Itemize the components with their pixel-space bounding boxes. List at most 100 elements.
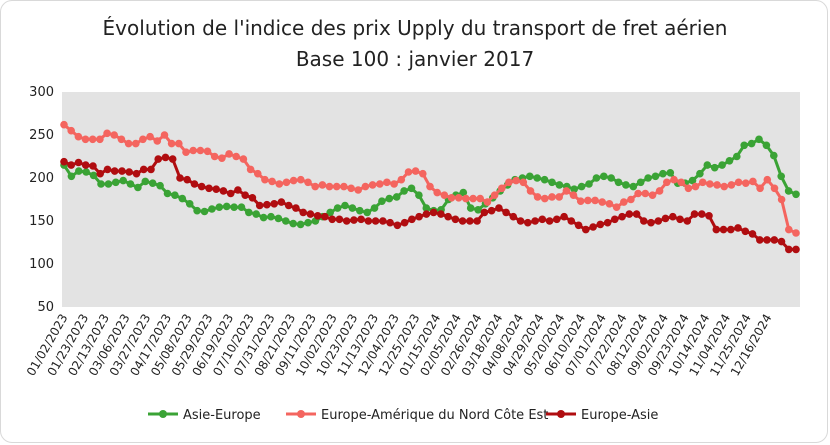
data-point — [341, 201, 349, 210]
data-point — [669, 212, 677, 221]
data-point — [480, 208, 489, 217]
data-point — [770, 236, 779, 244]
data-point — [132, 139, 140, 148]
data-point — [124, 139, 133, 148]
data-point — [161, 153, 170, 162]
data-point — [725, 157, 734, 165]
data-point — [555, 193, 563, 201]
series-group — [60, 120, 800, 254]
data-point — [332, 182, 341, 191]
data-point — [132, 169, 141, 178]
data-point — [361, 182, 370, 191]
data-point — [562, 187, 571, 195]
data-point — [304, 178, 312, 187]
data-point — [487, 206, 496, 215]
data-point — [67, 172, 76, 181]
data-point — [245, 208, 253, 217]
data-point — [74, 132, 83, 141]
data-point — [741, 227, 750, 236]
data-point — [474, 206, 482, 214]
data-point — [629, 182, 638, 191]
data-point — [612, 203, 621, 211]
data-point — [502, 208, 510, 217]
data-point — [591, 196, 599, 205]
data-point — [670, 175, 678, 184]
data-point — [498, 184, 506, 193]
data-point — [509, 212, 518, 221]
data-point — [208, 205, 216, 213]
data-point — [763, 236, 771, 244]
data-point — [666, 169, 675, 177]
data-point — [60, 120, 68, 129]
data-point — [277, 198, 286, 206]
data-point — [620, 198, 628, 206]
data-point — [408, 215, 416, 224]
data-point — [570, 185, 578, 193]
data-point — [644, 174, 652, 182]
data-point — [385, 194, 394, 203]
data-point — [596, 220, 605, 229]
data-point — [392, 193, 401, 201]
y-tick-label: 250 — [29, 128, 54, 143]
data-point — [422, 210, 431, 218]
data-point — [248, 194, 257, 202]
data-point — [526, 187, 535, 195]
data-point — [706, 180, 714, 188]
data-point — [748, 230, 757, 238]
y-tick-label: 50 — [37, 300, 54, 315]
data-point — [378, 197, 386, 205]
data-point — [777, 195, 786, 204]
data-point — [171, 191, 179, 199]
data-point — [370, 204, 379, 212]
data-point — [454, 194, 463, 202]
data-point — [548, 178, 556, 187]
data-point — [297, 175, 305, 184]
data-point — [415, 191, 423, 199]
data-point — [440, 191, 449, 199]
data-point — [698, 178, 707, 187]
data-point — [289, 176, 298, 185]
data-point — [306, 210, 315, 218]
series-1 — [60, 120, 800, 237]
data-point — [117, 135, 126, 144]
data-point — [363, 208, 372, 217]
data-point — [267, 212, 275, 221]
data-point — [89, 162, 97, 170]
data-point — [476, 194, 485, 203]
data-point — [342, 217, 351, 225]
legend-item: Europe-Asie — [546, 408, 658, 423]
data-point — [659, 169, 667, 178]
data-point — [205, 184, 213, 193]
data-point — [459, 188, 468, 197]
data-point — [603, 218, 612, 227]
data-point — [719, 225, 728, 234]
chart-title: Évolution de l'indice des prix Upply du … — [102, 16, 728, 40]
data-point — [696, 169, 704, 178]
data-point — [252, 210, 260, 218]
data-point — [784, 187, 793, 195]
data-point — [148, 179, 157, 187]
data-point — [677, 178, 685, 187]
data-point — [584, 196, 592, 205]
data-point — [585, 180, 593, 188]
data-point — [75, 167, 83, 175]
legend-label: Europe-Asie — [581, 408, 658, 423]
data-point — [749, 177, 757, 186]
data-point — [690, 210, 699, 218]
y-tick-label: 300 — [29, 85, 54, 100]
data-point — [727, 181, 736, 189]
data-point — [785, 225, 793, 234]
data-point — [422, 204, 431, 212]
data-point — [683, 217, 692, 225]
data-point — [364, 217, 373, 225]
data-point — [282, 178, 291, 187]
legend-item: Europe-Amérique du Nord Côte Est — [286, 408, 548, 423]
data-point — [304, 218, 312, 227]
data-point — [347, 184, 355, 193]
data-point — [60, 157, 68, 166]
data-point — [390, 180, 398, 188]
y-tick-label: 200 — [29, 171, 54, 186]
data-point — [651, 172, 660, 181]
data-point — [383, 178, 391, 187]
data-point — [777, 237, 786, 246]
